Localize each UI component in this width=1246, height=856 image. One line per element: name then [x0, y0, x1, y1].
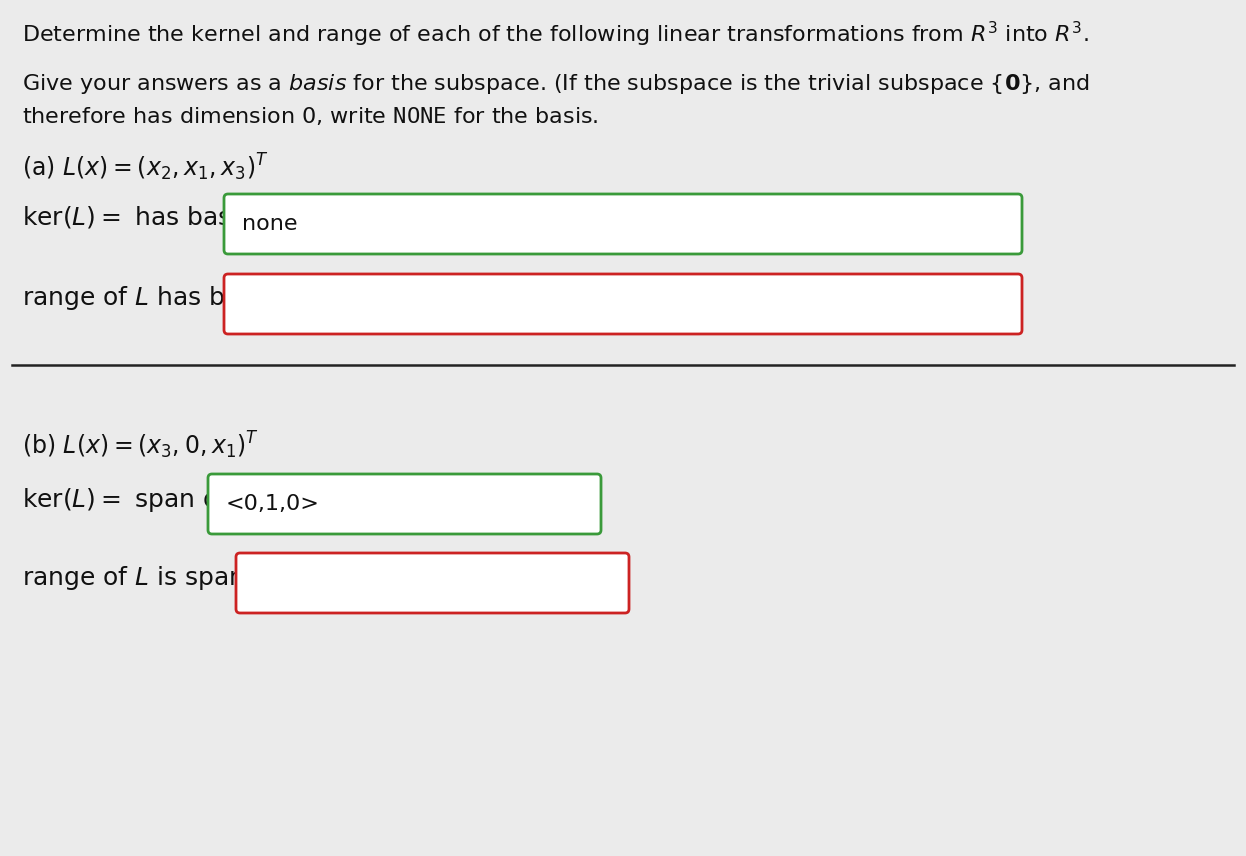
Text: $\ker(L) =$ has basis: $\ker(L) =$ has basis	[22, 204, 252, 230]
Text: therefore has dimension 0, write $\tt{NONE}$ for the basis.: therefore has dimension 0, write $\tt{NO…	[22, 105, 598, 127]
FancyBboxPatch shape	[224, 194, 1022, 254]
Text: (b) $L(x) = (x_3, 0, x_1)^T$: (b) $L(x) = (x_3, 0, x_1)^T$	[22, 430, 259, 461]
FancyBboxPatch shape	[224, 274, 1022, 334]
Text: Give your answers as a $\it{basis}$ for the subspace. (If the subspace is the tr: Give your answers as a $\it{basis}$ for …	[22, 72, 1090, 96]
Text: <0,1,0>: <0,1,0>	[226, 494, 320, 514]
Text: range of $L$ has basis: range of $L$ has basis	[22, 284, 274, 312]
FancyBboxPatch shape	[208, 474, 601, 534]
FancyBboxPatch shape	[235, 553, 629, 613]
Text: range of $L$ is span of: range of $L$ is span of	[22, 564, 279, 592]
Text: $\ker(L) =$ span of: $\ker(L) =$ span of	[22, 486, 229, 514]
Text: (a) $L(x) = (x_2, x_1, x_3)^T$: (a) $L(x) = (x_2, x_1, x_3)^T$	[22, 152, 269, 183]
Text: none: none	[242, 214, 298, 234]
Text: Determine the kernel and range of each of the following linear transformations f: Determine the kernel and range of each o…	[22, 20, 1089, 49]
